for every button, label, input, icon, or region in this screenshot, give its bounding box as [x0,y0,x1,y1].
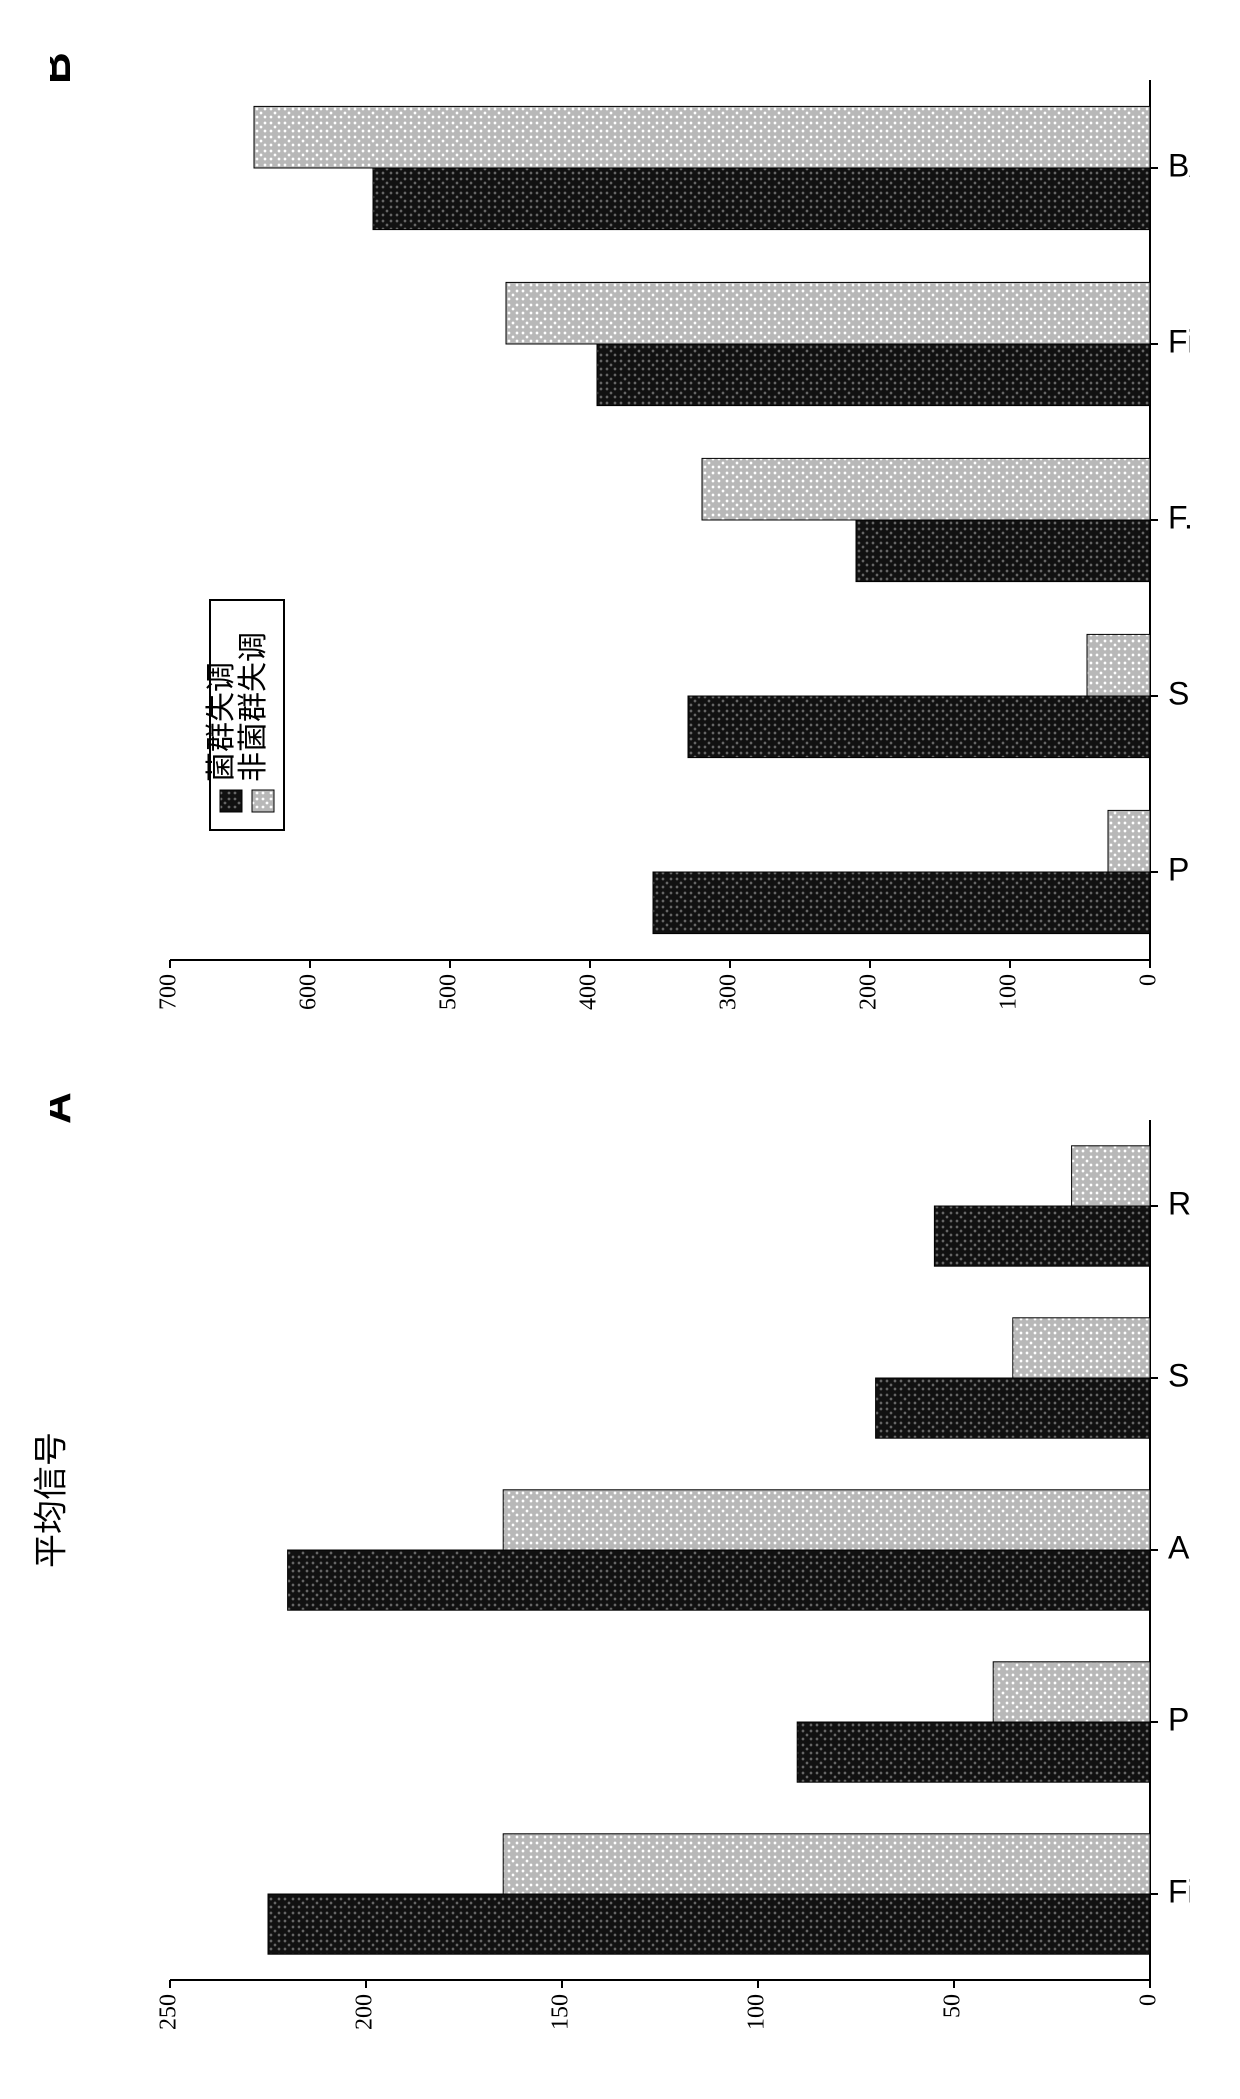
bar-dysbiosis [876,1378,1150,1438]
category-label: Firm(b) [1168,1873,1190,1909]
axis-tick-label: 200 [856,974,882,1010]
bar-dysbiosis [653,872,1150,934]
axis-tick-label: 250 [156,1994,182,2030]
axis-tick-label: 400 [576,974,602,1010]
bar-non-dysbiosis [1087,634,1150,696]
axis-tick-label: 100 [996,974,1022,1010]
bar-non-dysbiosis [1072,1146,1150,1206]
bar-dysbiosis [934,1206,1150,1266]
axis-tick-label: 50 [940,1994,966,2018]
axis-tick-label: 0 [1136,1994,1162,2006]
bar-dysbiosis [597,344,1150,406]
bar-non-dysbiosis [254,106,1150,168]
category-label: Pb [1168,1701,1190,1737]
bar-non-dysbiosis [1108,810,1150,872]
panel-a: 0 50 100 150 200 250 Firm(b) Pb Act Sh/Es Rum.g A [50,1080,1190,2060]
bar-dysbiosis [688,696,1150,758]
panel-a-svg: 0 50 100 150 200 250 Firm(b) Pb Act Sh/Es Rum.g A [50,1080,1190,2060]
category-label: Act [1168,1529,1190,1565]
legend: 菌群失调非菌群失调 [205,600,284,830]
panel-label: B [50,52,80,84]
category-label: Sh/Es [1168,1357,1190,1393]
category-label: F.prau [1168,499,1190,535]
bar-non-dysbiosis [1013,1318,1150,1378]
axis-tick-label: 700 [156,974,182,1010]
category-label: Rum.g [1168,1185,1190,1221]
category-label: Firm(c) [1168,323,1190,359]
bar-dysbiosis [373,168,1150,230]
axis-tick-label: 100 [744,1994,770,2030]
bar-dysbiosis [288,1550,1150,1610]
bar-non-dysbiosis [993,1662,1150,1722]
bar-non-dysbiosis [702,458,1150,520]
bar-non-dysbiosis [503,1490,1150,1550]
panel-label: A [50,1092,80,1124]
legend-label-dysbiosis: 菌群失调 [205,662,238,782]
axis-tick-label: 500 [436,974,462,1010]
axis-tick-label: 200 [352,1994,378,2030]
category-label: Sh/Es [1168,675,1190,711]
axis-tick-label: 300 [716,974,742,1010]
bar-non-dysbiosis [503,1834,1150,1894]
axis-tick-label: 150 [548,1994,574,2030]
axis-tick-label: 0 [1136,974,1162,986]
page-root: 平均信号 0100200300400500600700PbSh/EsF.prau… [0,0,1240,2099]
bar-dysbiosis [856,520,1150,582]
category-label: B/Prev [1168,147,1190,183]
bar-dysbiosis [797,1722,1150,1782]
category-label: Pb [1168,851,1190,887]
panel-b-svg: 0 100 200 300 400 500 600 700 Pb Sh/Es F.prau Firm(… [50,40,1190,1040]
bar-non-dysbiosis [506,282,1150,344]
panel-b: 0 100 200 300 400 500 600 700 Pb Sh/Es F.prau Firm(… [50,40,1190,1040]
bar-dysbiosis [268,1894,1150,1954]
axis-tick-label: 600 [296,974,322,1010]
legend-label-non-dysbiosis: 非菌群失调 [237,632,270,782]
